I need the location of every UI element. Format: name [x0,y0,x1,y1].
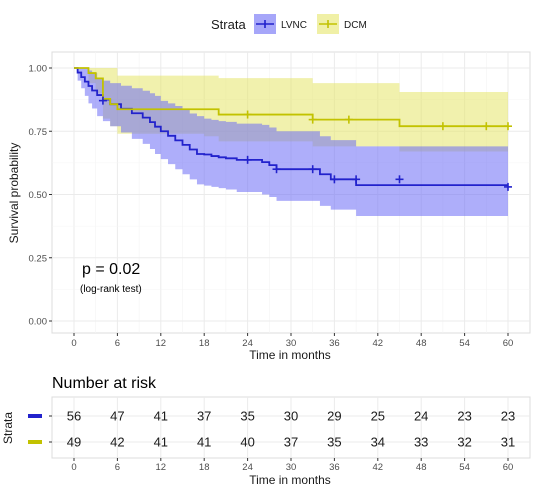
risk-x-tick-label: 0 [71,462,76,473]
risk-cell-dcm: 31 [501,435,515,450]
censor-mark-lvnc [243,155,252,164]
risk-x-tick-label: 48 [416,462,427,473]
risk-x-tick-label: 36 [329,462,340,473]
x-tick-label: 6 [115,338,120,349]
risk-cell-dcm: 49 [67,435,81,450]
risk-cell-dcm: 41 [197,435,211,450]
y-tick-label: 0.00 [29,317,48,328]
risk-x-tick-label: 54 [459,462,470,473]
censor-marks [98,96,512,191]
risk-table-cells: 56 47 41 37 35 30 29 25 24 23 23 49 42 41 41 40 37 35 34 33… [67,409,515,450]
y-tick-label: 1.00 [29,64,48,75]
x-tick-label: 0 [71,338,76,349]
censor-mark-lvnc [330,175,339,184]
legend: Strata LVNC DCM [211,14,367,34]
p-value-label: p = 0.02 [82,261,140,278]
legend-label-lvnc: LVNC [281,20,307,31]
legend-item-lvnc: LVNC [254,14,307,34]
censor-mark-dcm [482,122,491,131]
risk-cell-lvnc: 29 [327,409,341,424]
risk-cell-lvnc: 35 [240,409,254,424]
risk-cell-lvnc: 37 [197,409,211,424]
x-tick-label: 48 [416,338,427,349]
risk-cell-dcm: 32 [457,435,471,450]
risk-cell-dcm: 35 [327,435,341,450]
censor-mark-dcm [438,122,447,131]
risk-x-tick-label: 60 [503,462,514,473]
x-tick-label: 36 [329,338,340,349]
y-axis-ticks: 0.00 0.25 0.50 0.75 1.00 [29,64,52,328]
x-tick-label: 42 [373,338,384,349]
risk-cell-dcm: 33 [414,435,428,450]
x-axis-ticks: 0 6 12 18 24 30 36 42 48 54 60 [71,333,513,349]
risk-x-tick-label: 42 [373,462,384,473]
censor-mark-lvnc [352,175,361,184]
risk-cell-lvnc: 30 [284,409,298,424]
risk-table-x-title: Time in months [249,473,331,487]
survival-curve-lvnc [74,67,508,187]
risk-table-gridlines [52,397,530,458]
risk-cell-lvnc: 56 [67,409,81,424]
x-tick-label: 18 [199,338,210,349]
censor-mark-lvnc [308,165,317,174]
risk-cell-lvnc: 23 [501,409,515,424]
risk-table-strata-keys [28,414,52,444]
risk-x-tick-label: 6 [115,462,120,473]
risk-cell-dcm: 41 [154,435,168,450]
censor-mark-lvnc [504,182,512,191]
risk-cell-dcm: 34 [371,435,385,450]
x-axis-title: Time in months [249,348,331,362]
risk-cell-dcm: 37 [284,435,298,450]
y-axis-title: Survival probability [7,143,21,244]
y-tick-label: 0.25 [29,253,48,264]
y-tick-label: 0.75 [29,127,48,138]
x-tick-label: 30 [286,338,297,349]
x-tick-label: 24 [242,338,253,349]
legend-label-dcm: DCM [344,20,367,31]
censor-mark-lvnc [395,175,404,184]
censor-mark-dcm [504,122,512,131]
censor-mark-dcm [243,110,252,119]
risk-key-dcm [28,440,42,444]
risk-cell-lvnc: 24 [414,409,428,424]
risk-table: 56 47 41 37 35 30 29 25 24 23 23 49 42 41 41 40 37 35 34 33… [28,396,531,473]
risk-cell-dcm: 42 [110,435,124,450]
legend-item-dcm: DCM [317,14,367,34]
x-tick-label: 12 [156,338,167,349]
plot-panel [51,51,531,334]
risk-x-tick-label: 12 [156,462,167,473]
risk-x-tick-label: 30 [286,462,297,473]
risk-key-lvnc [28,414,42,418]
risk-cell-lvnc: 41 [154,409,168,424]
risk-cell-dcm: 40 [240,435,254,450]
risk-table-y-title: Strata [1,412,15,444]
p-value-test-label: (log-rank test) [80,284,142,295]
legend-title: Strata [211,17,246,32]
censor-mark-dcm [344,115,353,124]
censor-mark-dcm [308,115,317,124]
risk-cell-lvnc: 47 [110,409,124,424]
censor-mark-lvnc [98,96,107,105]
risk-x-tick-label: 18 [199,462,210,473]
x-tick-label: 54 [459,338,470,349]
censor-mark-lvnc [272,165,281,174]
risk-table-x-ticks: 0 6 12 18 24 30 36 42 48 54 60 [71,458,513,473]
risk-cell-lvnc: 23 [457,409,471,424]
risk-cell-lvnc: 25 [371,409,385,424]
risk-table-title: Number at risk [52,375,157,392]
y-tick-label: 0.50 [29,190,48,201]
x-tick-label: 60 [503,338,514,349]
legend-items: LVNC DCM [254,14,367,34]
risk-x-tick-label: 24 [242,462,253,473]
